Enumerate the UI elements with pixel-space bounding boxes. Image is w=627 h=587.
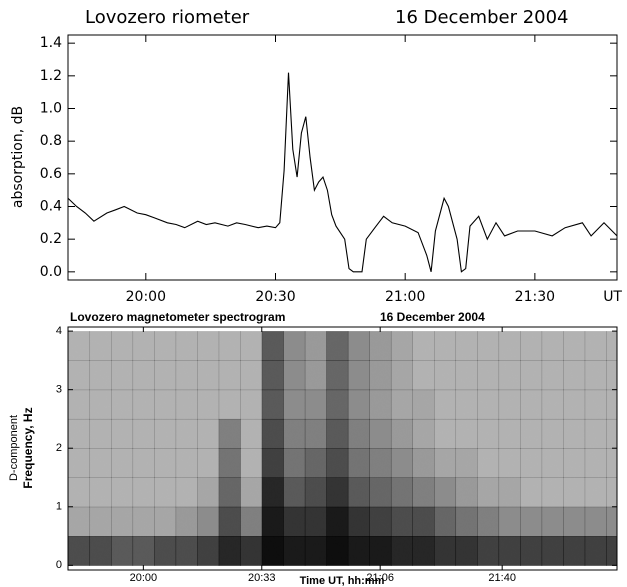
y-tick-label: 2	[56, 442, 62, 454]
component-label: D-component	[8, 415, 20, 481]
x-tick-label: 20:00	[126, 289, 166, 305]
plot-frame	[67, 34, 618, 281]
y-tick-label: 3	[56, 384, 62, 396]
chart-title: Lovozero riometer	[85, 7, 250, 28]
x-tick-label: 20:30	[255, 289, 295, 305]
x-tick-label: 20:00	[130, 572, 158, 584]
y-tick-label: 0.4	[40, 199, 62, 215]
y-tick-label: 1	[56, 501, 62, 513]
chart-subtitle: 16 December 2004	[395, 7, 569, 28]
y-tick-label: 1.4	[40, 35, 62, 51]
spectrogram-panel: Lovozero magnetometer spectrogram 16 Dec…	[8, 310, 618, 587]
line	[68, 72, 617, 273]
x-tick-label: 21:40	[488, 572, 516, 584]
y-tick-label: 1.2	[40, 68, 62, 84]
y-tick-label: 0.2	[40, 231, 62, 247]
heatmap	[68, 327, 617, 570]
y-tick-label: 0.0	[40, 264, 62, 280]
x-tick-label: 21:30	[515, 289, 555, 305]
chart-subtitle: 16 December 2004	[380, 310, 485, 324]
y-tick-label: 0	[56, 559, 62, 571]
y-axis-label: absorption, dB	[10, 106, 26, 208]
y-tick-label: 0.6	[40, 166, 62, 182]
chart-title: Lovozero magnetometer spectrogram	[70, 310, 285, 324]
y-axis-label: Frequency, Hz	[21, 407, 35, 488]
texture	[68, 327, 617, 570]
x-axis-label: UT	[603, 289, 622, 305]
y-tick-label: 1.0	[40, 101, 62, 117]
plot-area	[68, 72, 617, 273]
y-tick-label: 0.8	[40, 133, 62, 149]
y-tick-label: 4	[56, 325, 62, 337]
riometer-panel: Lovozero riometer 16 December 2004 absor…	[10, 7, 622, 305]
x-axis-label: Time UT, hh:mm	[300, 575, 385, 587]
x-tick-label: 20:33	[248, 572, 276, 584]
x-tick-label: 21:00	[385, 289, 425, 305]
x-tick-label: 21:06	[366, 572, 394, 584]
